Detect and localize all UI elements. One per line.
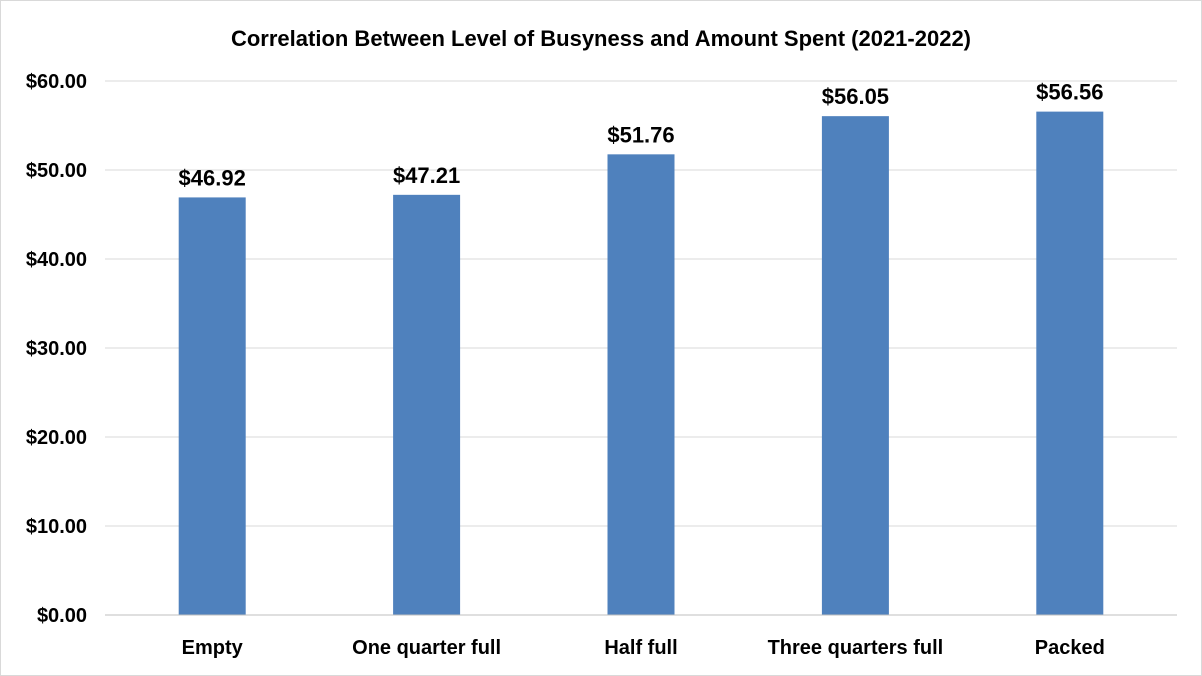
y-tick-label: $0.00 [37,605,87,627]
bar [393,194,461,615]
data-label: $56.56 [1036,80,1103,105]
x-category-label: One quarter full [352,637,501,659]
bar [1036,111,1104,615]
bars [178,111,1104,616]
x-category-label: Half full [604,637,677,659]
data-labels: $46.92 $47.21 $51.76 $56.05 $56.56 [179,80,1104,191]
y-tick-label: $10.00 [26,516,87,538]
x-category-label: Packed [1035,637,1105,659]
bar [821,116,889,615]
data-label: $56.05 [822,84,889,109]
x-category-label: Three quarters full [768,637,944,659]
x-axis-categories: Empty One quarter full Half full Three quar… [182,637,1105,659]
y-axis-ticks: $0.00 $10.00 $20.00 $30.00 $40.00 $50.00 $60.0… [26,71,87,627]
y-tick-label: $40.00 [26,249,87,271]
data-label: $51.76 [607,122,674,147]
data-label: $47.21 [393,163,460,188]
bar [178,197,246,616]
x-category-label: Empty [182,637,244,659]
chart-title: Correlation Between Level of Busyness an… [231,26,971,51]
y-tick-label: $50.00 [26,160,87,182]
bar [607,154,675,615]
y-tick-label: $20.00 [26,427,87,449]
y-tick-label: $60.00 [26,71,87,93]
data-label: $46.92 [179,165,246,190]
y-tick-label: $30.00 [26,338,87,360]
